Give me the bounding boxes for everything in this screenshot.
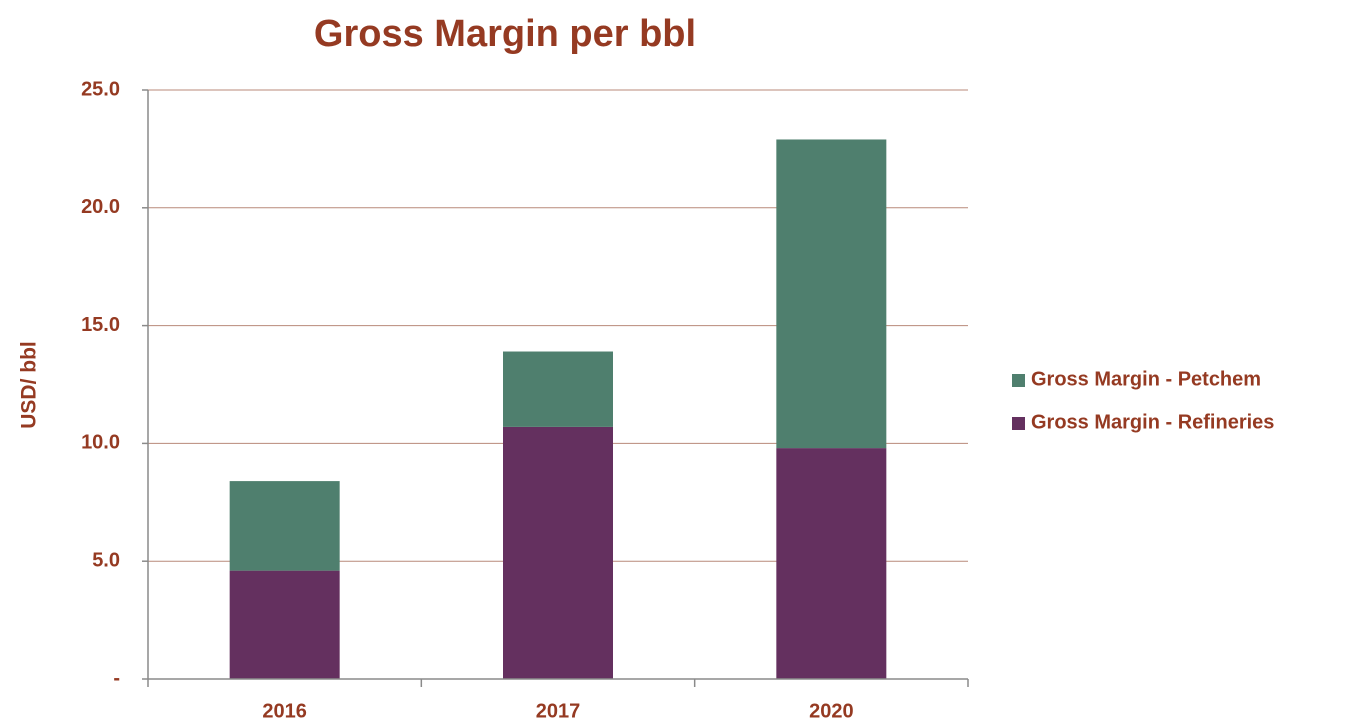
y-axis-label: USD/ bbl: [18, 341, 41, 429]
x-tick-label: 2020: [809, 700, 854, 721]
legend-swatch: [1012, 417, 1025, 430]
x-tick-label: 2016: [262, 700, 307, 721]
legend-swatch: [1012, 374, 1025, 387]
y-tick-label: 15.0: [81, 314, 120, 336]
bar-segment: [229, 570, 340, 679]
y-tick-label: 25.0: [81, 78, 120, 100]
y-tick-label: 10.0: [81, 432, 120, 454]
bar-segment: [776, 139, 887, 449]
y-tick-label: 5.0: [92, 549, 120, 571]
bar-segment: [503, 426, 613, 679]
y-tick-label: -: [113, 667, 120, 689]
chart-title: Gross Margin per bbl: [314, 13, 696, 55]
bar-segment: [776, 448, 887, 679]
legend-label: Gross Margin - Refineries: [1031, 411, 1274, 433]
legend-label: Gross Margin - Petchem: [1031, 368, 1261, 390]
y-tick-label: 20.0: [81, 196, 120, 218]
bar-segment: [503, 351, 613, 427]
x-tick-label: 2017: [536, 700, 581, 721]
bar-segment: [229, 481, 340, 571]
